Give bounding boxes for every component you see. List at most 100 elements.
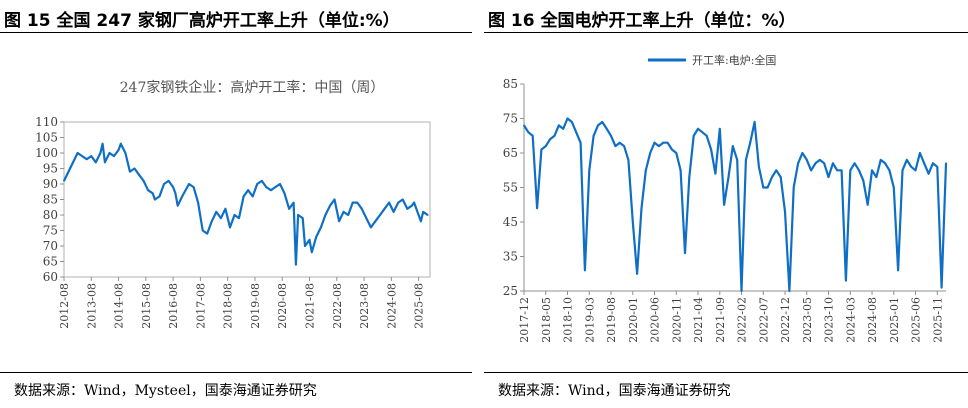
data-point bbox=[133, 167, 136, 170]
x-tick-label: 2018-05 bbox=[540, 297, 553, 343]
series-line bbox=[523, 117, 948, 293]
data-point bbox=[215, 211, 218, 213]
data-point bbox=[714, 172, 717, 175]
data-point bbox=[174, 192, 177, 195]
data-point bbox=[370, 226, 372, 229]
data-point bbox=[858, 169, 860, 172]
x-tick-label: 2020-06 bbox=[649, 297, 662, 343]
x-tick-label: 2020-11 bbox=[670, 297, 683, 343]
data-point bbox=[410, 204, 413, 207]
data-point bbox=[853, 162, 856, 165]
x-tick-label: 2021-04 bbox=[692, 297, 705, 343]
data-point bbox=[788, 290, 791, 292]
x-tick-label: 2017-12 bbox=[518, 297, 531, 343]
y-tick-label: 105 bbox=[35, 131, 58, 145]
data-point bbox=[324, 214, 327, 216]
data-point bbox=[818, 159, 821, 161]
data-point bbox=[840, 169, 843, 172]
x-tick-label: 2023-05 bbox=[801, 297, 814, 343]
x-tick-label: 2025-06 bbox=[910, 297, 923, 343]
data-point bbox=[940, 286, 943, 289]
data-point bbox=[104, 161, 106, 164]
y-tick-label: 100 bbox=[35, 146, 58, 160]
data-point bbox=[601, 121, 604, 123]
data-point bbox=[718, 127, 721, 130]
data-point bbox=[360, 207, 363, 210]
data-point bbox=[297, 214, 299, 216]
x-tick-label: 2015-08 bbox=[140, 283, 153, 329]
x-tick-label: 2017-08 bbox=[194, 283, 207, 329]
data-point bbox=[575, 131, 578, 134]
data-point bbox=[797, 162, 799, 165]
data-point bbox=[862, 179, 865, 182]
title-rule bbox=[484, 32, 968, 33]
data-point bbox=[832, 162, 834, 165]
data-point bbox=[329, 204, 331, 207]
data-point bbox=[762, 186, 765, 189]
data-point bbox=[544, 145, 547, 148]
data-point bbox=[923, 162, 926, 165]
data-point bbox=[527, 131, 530, 134]
y-tick-label: 25 bbox=[503, 284, 518, 298]
x-tick-label: 2025-01 bbox=[888, 297, 901, 343]
data-point bbox=[129, 170, 131, 173]
data-point bbox=[308, 238, 311, 241]
data-point bbox=[108, 152, 111, 154]
data-point bbox=[562, 127, 565, 130]
plot-frame bbox=[63, 121, 431, 278]
data-point bbox=[163, 183, 165, 185]
data-point bbox=[640, 207, 643, 210]
data-point bbox=[705, 134, 708, 137]
data-point bbox=[588, 169, 591, 172]
data-point bbox=[342, 211, 345, 213]
data-point bbox=[242, 195, 245, 198]
data-point bbox=[905, 159, 908, 161]
data-point bbox=[866, 203, 869, 206]
data-point bbox=[206, 232, 209, 235]
x-tick-label: 2024-08 bbox=[385, 283, 398, 329]
x-tick-label: 2021-08 bbox=[304, 283, 317, 329]
data-point bbox=[72, 161, 74, 164]
data-point bbox=[710, 148, 712, 151]
source-note: 数据来源：Wind，Mysteel，国泰海通证券研究 bbox=[14, 383, 317, 399]
x-tick-label: 2019-08 bbox=[605, 297, 618, 343]
data-point bbox=[113, 155, 115, 158]
y-tick-label: 65 bbox=[503, 146, 518, 160]
data-point bbox=[801, 152, 804, 154]
data-point bbox=[229, 226, 231, 229]
data-point bbox=[753, 121, 756, 123]
data-point bbox=[94, 161, 97, 164]
data-point bbox=[571, 121, 573, 123]
data-point bbox=[662, 141, 665, 144]
x-tick-label: 2019-08 bbox=[249, 283, 262, 329]
data-point bbox=[210, 220, 213, 223]
x-tick-label: 2023-10 bbox=[823, 297, 836, 343]
data-point bbox=[417, 214, 420, 216]
data-point bbox=[117, 149, 120, 151]
data-point bbox=[151, 192, 154, 195]
data-point bbox=[692, 134, 695, 137]
data-point bbox=[658, 145, 660, 148]
data-point bbox=[584, 269, 586, 272]
data-point bbox=[784, 210, 786, 213]
data-point bbox=[406, 207, 409, 210]
x-tick-label: 2021-09 bbox=[714, 297, 727, 343]
data-point bbox=[67, 170, 70, 173]
x-tick-label: 2016-08 bbox=[167, 283, 180, 329]
x-tick-label: 2019-03 bbox=[583, 297, 596, 343]
data-point bbox=[63, 180, 65, 182]
data-point bbox=[610, 134, 612, 137]
data-point bbox=[627, 159, 630, 161]
x-tick-label: 2022-08 bbox=[331, 283, 344, 329]
data-point bbox=[884, 162, 886, 165]
data-point bbox=[636, 272, 638, 275]
data-point bbox=[927, 172, 930, 175]
data-point bbox=[347, 214, 350, 216]
data-point bbox=[101, 142, 104, 145]
data-point bbox=[766, 186, 769, 189]
x-tick-label: 2024-03 bbox=[844, 297, 857, 343]
data-point bbox=[124, 152, 127, 154]
data-point bbox=[740, 290, 743, 292]
data-point bbox=[426, 214, 429, 216]
data-point bbox=[566, 117, 569, 120]
